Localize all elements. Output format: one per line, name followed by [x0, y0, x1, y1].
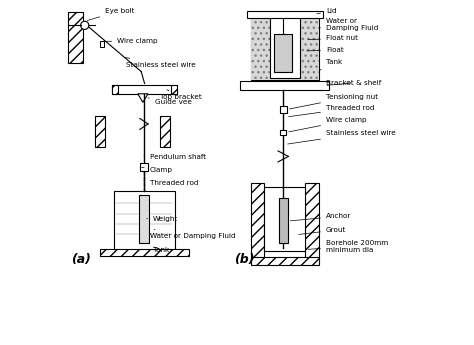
Bar — [240, 81, 329, 90]
Text: (a): (a) — [71, 253, 91, 266]
Text: Water or
Damping Fluid: Water or Damping Fluid — [319, 18, 378, 31]
Bar — [281, 130, 286, 135]
Bar — [247, 11, 322, 18]
Text: Tank: Tank — [319, 59, 342, 70]
Text: Clamp: Clamp — [142, 167, 173, 173]
Text: Pendulum shaft: Pendulum shaft — [144, 154, 206, 160]
Text: Stainless steel wire: Stainless steel wire — [125, 57, 196, 68]
Bar — [305, 183, 319, 258]
Bar — [160, 116, 170, 147]
Bar — [100, 41, 104, 47]
Text: Float nut: Float nut — [308, 35, 358, 41]
Bar — [251, 257, 319, 265]
Circle shape — [81, 21, 89, 29]
Text: Borehole 200mm
minimum dia: Borehole 200mm minimum dia — [308, 239, 388, 253]
Text: Guide vee: Guide vee — [148, 98, 192, 105]
Text: Anchor: Anchor — [291, 213, 351, 221]
Bar — [95, 116, 105, 147]
Bar — [251, 17, 319, 80]
Bar — [139, 195, 149, 243]
Text: Float: Float — [307, 47, 344, 53]
Text: Water or Damping Fluid: Water or Damping Fluid — [150, 229, 236, 239]
Text: Threaded rod: Threaded rod — [289, 105, 374, 117]
Text: Top bracket: Top bracket — [160, 90, 202, 99]
Text: Eye bolt: Eye bolt — [87, 8, 135, 20]
Bar — [270, 18, 301, 78]
Text: (b): (b) — [234, 253, 254, 266]
Text: Weight: Weight — [146, 216, 178, 222]
Text: Tank: Tank — [153, 246, 169, 253]
Bar — [112, 85, 118, 94]
Bar — [140, 163, 148, 171]
Bar — [264, 187, 305, 250]
Text: Bracket & shelf: Bracket & shelf — [326, 80, 381, 86]
Bar — [112, 85, 177, 94]
Bar — [171, 85, 177, 94]
Bar — [68, 12, 83, 63]
Text: Grout: Grout — [299, 227, 346, 235]
Text: Threaded rod: Threaded rod — [144, 180, 198, 186]
Text: Wire clamp: Wire clamp — [289, 118, 366, 132]
Text: Wire clamp: Wire clamp — [105, 38, 158, 44]
Bar — [251, 183, 264, 258]
Bar — [279, 198, 288, 243]
Text: Lid: Lid — [317, 8, 337, 14]
Bar — [114, 191, 175, 249]
Text: Tensioning nut: Tensioning nut — [289, 93, 378, 109]
Bar — [274, 34, 292, 71]
Polygon shape — [138, 94, 148, 102]
Bar — [280, 107, 287, 112]
Bar — [100, 249, 189, 256]
Text: Stainless steel wire: Stainless steel wire — [288, 130, 396, 144]
Bar — [251, 17, 319, 80]
